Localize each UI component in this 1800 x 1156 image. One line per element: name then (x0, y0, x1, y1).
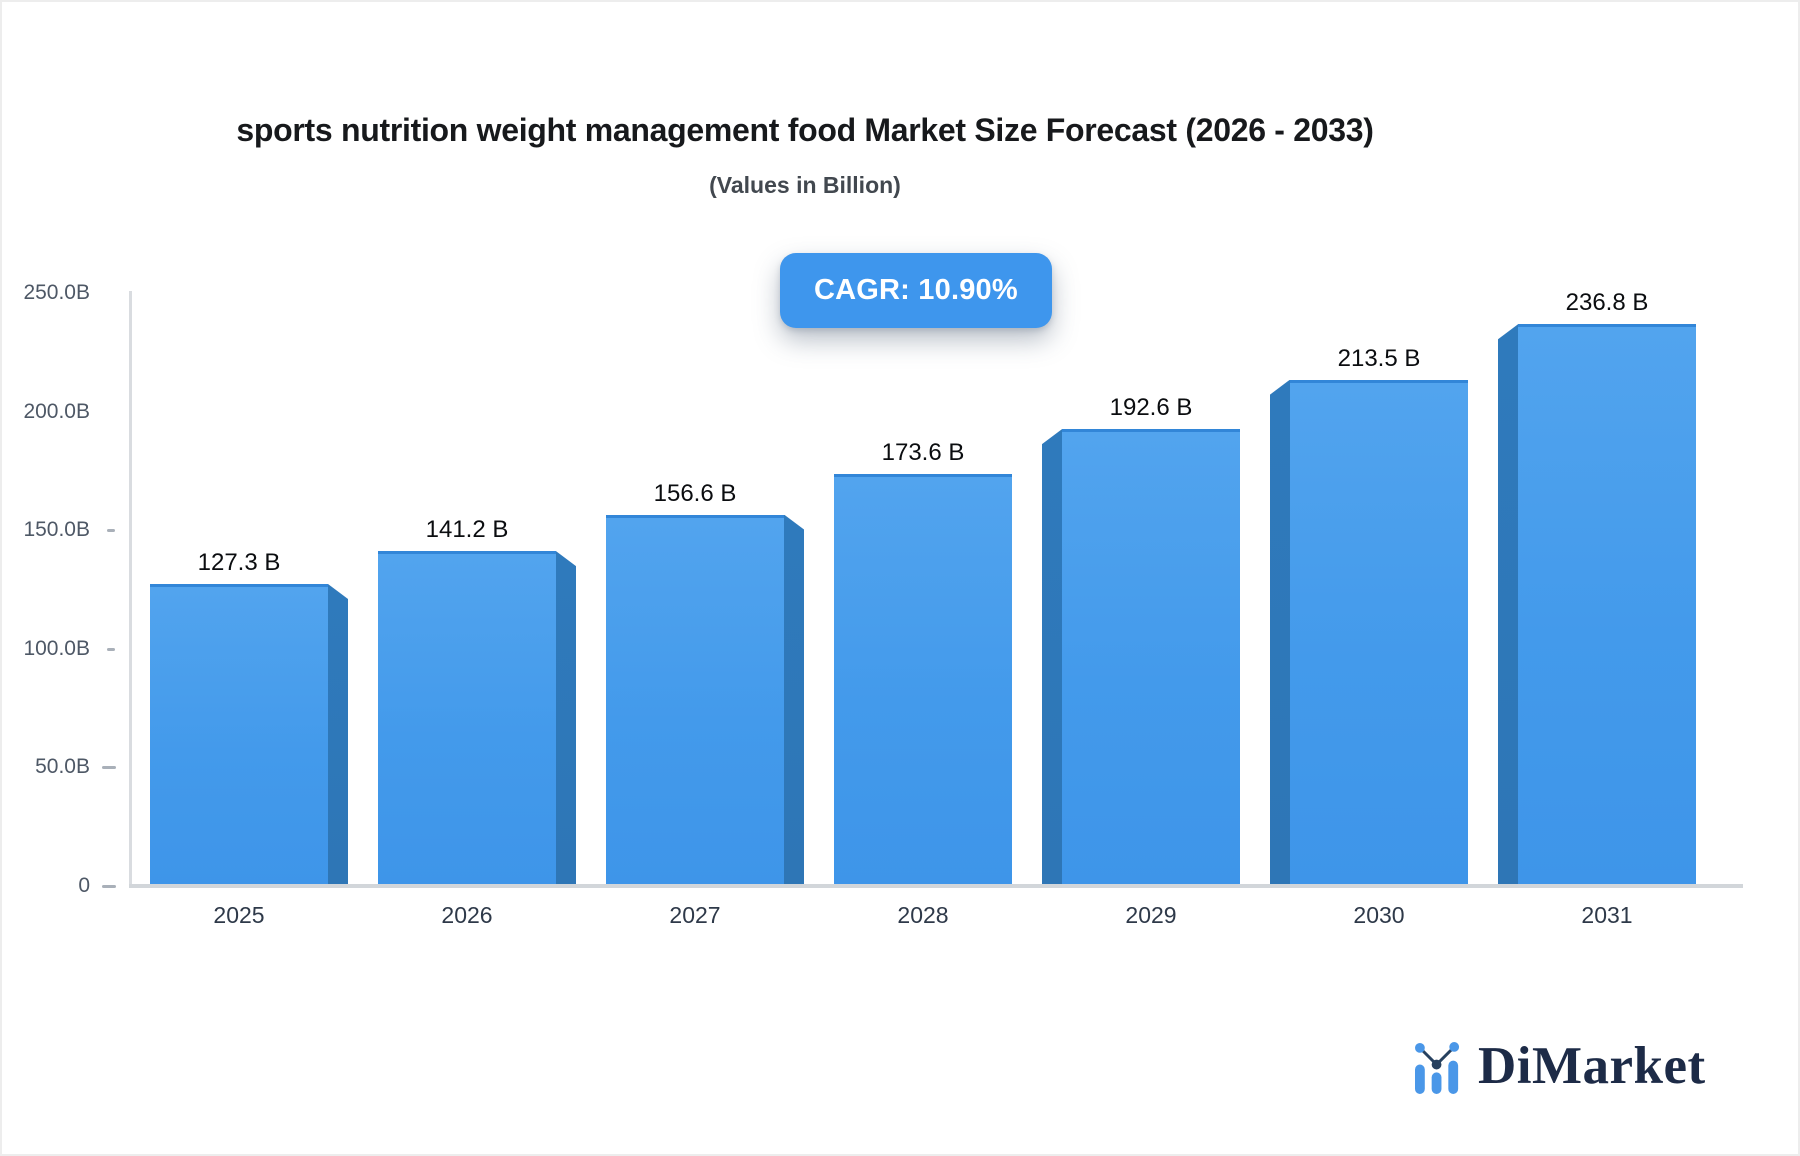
y-axis-label: 200.0B (23, 399, 90, 423)
chart-title: sports nutrition weight management food … (236, 112, 1374, 148)
y-axis-tick (107, 529, 115, 533)
y-axis-label: 0 (78, 874, 90, 897)
x-axis-baseline (129, 884, 1743, 888)
x-axis-label: 2030 (1353, 902, 1405, 928)
bar-2026 (378, 551, 556, 886)
y-axis-tick (107, 647, 115, 651)
bar-2029 (1062, 429, 1240, 886)
bar-side-panel (556, 551, 576, 886)
bar-side-panel (1270, 379, 1290, 886)
bar-value-label: 173.6 B (881, 439, 965, 467)
x-axis-label: 2027 (669, 902, 721, 928)
x-axis-label: 2026 (441, 902, 493, 928)
y-axis-label: 150.0B (23, 518, 90, 542)
y-axis-line (129, 291, 132, 886)
bar-2027 (606, 514, 784, 886)
x-axis-label: 2031 (1581, 902, 1633, 928)
y-axis-label: 50.0B (35, 755, 90, 779)
x-axis-label: 2025 (213, 902, 265, 928)
bar-chart-trend-icon (1415, 1042, 1460, 1094)
bar-value-label: 213.5 B (1337, 344, 1421, 372)
bar-2030 (1290, 379, 1468, 886)
bar-value-label: 192.6 B (1109, 394, 1193, 422)
bar-value-label: 127.3 B (197, 549, 281, 577)
x-axis-label: 2029 (1125, 902, 1177, 928)
bar-value-label: 236.8 B (1565, 289, 1649, 317)
bar-2028 (834, 474, 1012, 886)
logo-text: DiMarket (1478, 1037, 1706, 1095)
y-axis-label: 100.0B (23, 636, 90, 660)
bar-value-label: 141.2 B (425, 516, 509, 544)
bar-side-panel (1498, 324, 1518, 886)
bar-2031 (1518, 324, 1696, 886)
bar-2025 (150, 584, 328, 886)
chart-subtitle: (Values in Billion) (709, 172, 901, 198)
cagr-badge: CAGR: 10.90% (780, 253, 1052, 328)
bar-value-label: 156.6 B (653, 479, 737, 507)
bar-side-panel (784, 514, 804, 886)
y-axis-label: 250.0B (23, 281, 90, 304)
y-axis-tick (102, 885, 116, 888)
bar-side-panel (328, 584, 348, 886)
dimarket-logo: DiMarket (1415, 1038, 1706, 1094)
y-axis-tick (102, 766, 116, 770)
bar-side-panel (1042, 429, 1062, 886)
x-axis-label: 2028 (897, 902, 949, 928)
